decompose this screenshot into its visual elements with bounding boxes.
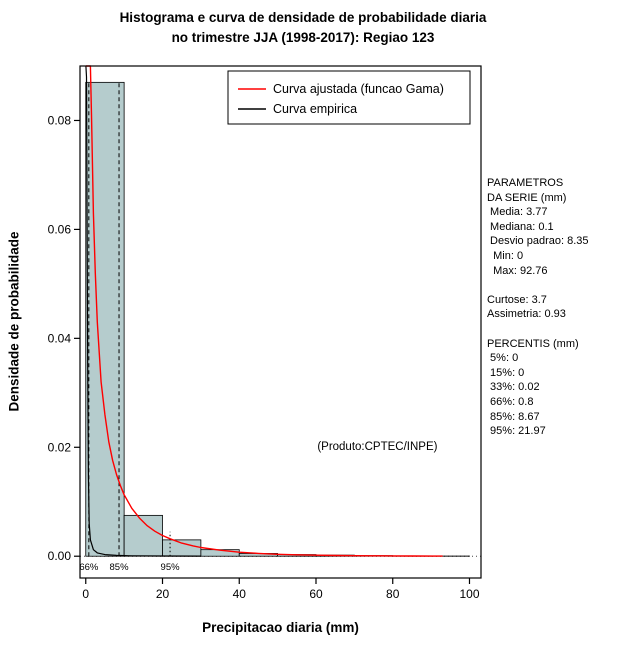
stats-line: Desvio padrao: 8.35 [487,235,589,248]
x-tick-label: 0 [82,587,89,601]
stats-line: Assimetria: 0.93 [487,308,566,321]
chart-title: Histograma e curva de densidade de proba… [0,8,606,48]
stats-line: Curtose: 3.7 [487,293,547,306]
percentile-label: 85% [110,562,130,573]
x-tick-label: 100 [459,587,479,601]
stats-line [487,322,589,337]
percentile-label: 66% [79,562,99,573]
empirical-curve-line [85,65,201,557]
stats-line: 95%: 21.97 [487,425,546,438]
chart-title-line2: no trimestre JJA (1998-2017): Regiao 123 [171,30,435,45]
y-tick-label: 0.00 [48,549,72,563]
stats-line: Media: 3.77 [487,206,548,219]
legend-box [227,70,471,125]
stats-line: 5%: 0 [487,352,519,365]
stats-line: 33%: 0.02 [487,381,540,394]
histogram-bar [85,81,125,557]
plot-box [79,65,482,579]
stats-line: 15%: 0 [487,366,525,379]
fitted-curve-line [85,65,443,557]
stats-line: Max: 92.76 [487,264,548,277]
stats-line: Min: 0 [487,249,524,262]
legend-label: Curva ajustada (funcao Gama) [273,82,444,96]
y-tick-label: 0.04 [48,331,72,345]
stats-panel: PARAMETROS DA SERIE (mm) Media: 3.77 Medi… [487,176,589,439]
x-tick-label: 40 [233,587,247,601]
stats-line: 66%: 0.8 [487,395,534,408]
x-tick-label: 60 [309,587,323,601]
x-axis-title: Precipitacao diaria (mm) [202,620,359,635]
stats-line: 85%: 8.67 [487,410,540,423]
stats-line: PARAMETROS [487,177,564,189]
y-axis-title: Densidade de probabilidade [6,231,22,412]
stats-line: PERCENTIS (mm) [487,337,579,350]
percentile-label: 95% [161,562,181,573]
y-tick-label: 0.08 [48,113,72,127]
y-tick-label: 0.06 [48,222,72,236]
chart-title-line1: Histograma e curva de densidade de proba… [119,10,487,25]
stats-line: DA SERIE (mm) [487,191,567,204]
stats-line: Mediana: 0.1 [487,220,554,233]
x-tick-label: 20 [156,587,170,601]
stats-line [487,278,589,293]
x-tick-label: 80 [386,587,400,601]
y-tick-label: 0.02 [48,440,72,454]
legend-label: Curva empirica [273,102,357,116]
product-annotation: (Produto:CPTEC/INPE) [317,441,437,453]
histogram-bar [162,539,202,557]
